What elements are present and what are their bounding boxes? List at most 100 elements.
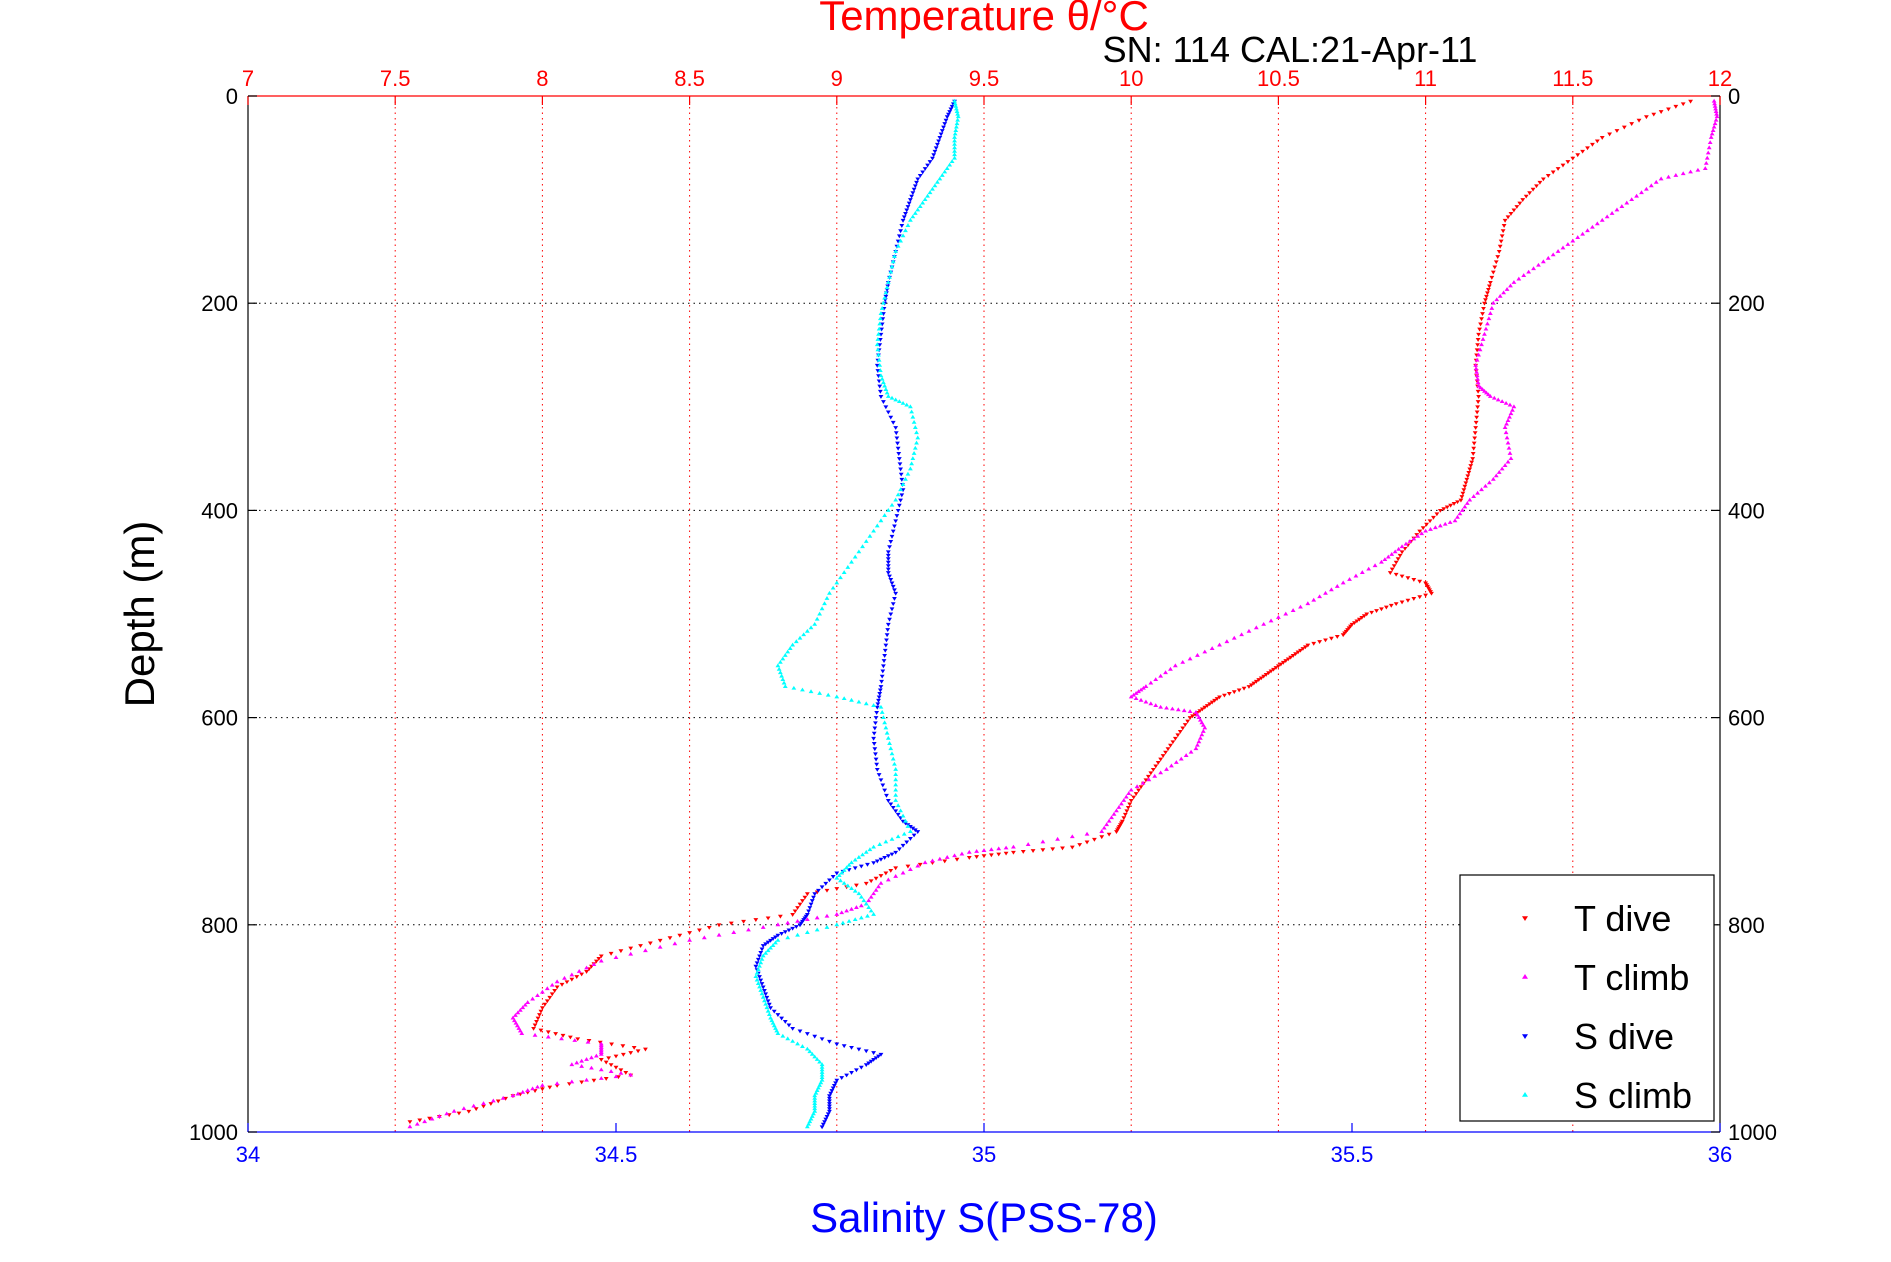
data-point bbox=[759, 956, 765, 961]
data-point bbox=[952, 141, 957, 146]
data-point bbox=[1475, 389, 1481, 394]
data-point bbox=[1474, 369, 1480, 374]
data-point bbox=[833, 1081, 838, 1086]
data-point bbox=[895, 834, 901, 839]
data-point bbox=[893, 809, 899, 814]
data-point bbox=[1354, 619, 1360, 624]
data-point bbox=[1711, 98, 1717, 103]
data-point bbox=[1708, 135, 1714, 139]
data-point bbox=[579, 1063, 585, 1068]
data-point bbox=[1084, 831, 1090, 836]
data-point bbox=[760, 924, 766, 929]
data-point bbox=[881, 400, 886, 405]
data-point bbox=[939, 173, 945, 177]
data-point bbox=[763, 942, 769, 947]
data-point bbox=[1158, 770, 1164, 775]
data-point bbox=[535, 1084, 540, 1089]
data-point bbox=[901, 215, 907, 220]
data-point bbox=[1710, 128, 1716, 132]
data-point bbox=[1476, 352, 1481, 357]
data-point bbox=[849, 559, 854, 564]
data-point bbox=[1389, 567, 1395, 572]
data-point bbox=[952, 131, 958, 136]
data-point bbox=[779, 1016, 784, 1021]
data-point bbox=[515, 1091, 521, 1096]
data-point bbox=[1482, 301, 1487, 306]
data-point bbox=[880, 669, 886, 674]
data-point bbox=[797, 1029, 803, 1034]
data-point bbox=[623, 1070, 629, 1075]
data-point bbox=[1207, 702, 1213, 707]
data-point bbox=[881, 659, 887, 664]
data-point bbox=[893, 792, 899, 797]
data-point bbox=[881, 380, 886, 385]
data-point bbox=[900, 218, 906, 223]
data-point bbox=[807, 1049, 813, 1054]
data-point bbox=[603, 1077, 609, 1081]
data-point bbox=[427, 1116, 432, 1121]
data-point bbox=[899, 224, 905, 228]
data-point bbox=[876, 374, 881, 379]
data-point bbox=[754, 970, 760, 975]
data-point bbox=[1305, 643, 1311, 648]
data-point bbox=[882, 654, 888, 658]
data-point bbox=[1266, 671, 1271, 676]
data-point bbox=[1114, 830, 1119, 834]
data-point bbox=[817, 1059, 823, 1064]
data-point bbox=[903, 211, 908, 216]
data-point bbox=[1214, 697, 1220, 702]
data-point bbox=[701, 935, 707, 940]
data-point bbox=[1504, 435, 1510, 440]
data-point bbox=[947, 110, 953, 114]
data-point bbox=[841, 880, 847, 885]
tick-label-left: 1000 bbox=[189, 1120, 238, 1145]
data-point bbox=[876, 773, 882, 777]
data-point bbox=[955, 114, 961, 119]
data-point bbox=[885, 735, 891, 740]
data-point bbox=[1140, 780, 1146, 785]
data-point bbox=[865, 913, 870, 918]
data-point bbox=[1499, 399, 1505, 404]
data-point bbox=[1003, 845, 1009, 850]
data-point bbox=[809, 899, 815, 904]
data-point bbox=[1461, 488, 1467, 493]
data-point bbox=[1580, 231, 1586, 236]
data-point bbox=[812, 1093, 818, 1098]
data-point bbox=[525, 1000, 531, 1004]
data-point bbox=[896, 451, 902, 456]
data-point bbox=[1084, 840, 1090, 845]
data-point bbox=[889, 852, 895, 857]
data-point bbox=[887, 617, 892, 622]
data-point bbox=[941, 125, 946, 130]
data-point bbox=[900, 843, 906, 848]
data-point bbox=[823, 1117, 829, 1122]
data-point bbox=[937, 176, 943, 181]
data-point bbox=[1444, 505, 1450, 510]
data-point bbox=[885, 508, 891, 512]
data-point bbox=[885, 394, 891, 398]
data-point bbox=[885, 557, 891, 562]
data-point bbox=[877, 842, 883, 846]
data-point bbox=[824, 596, 830, 600]
data-point bbox=[912, 445, 918, 450]
data-point bbox=[854, 883, 859, 888]
data-point bbox=[1128, 787, 1134, 792]
data-point bbox=[1479, 487, 1484, 492]
data-point bbox=[1136, 788, 1141, 793]
data-point bbox=[893, 591, 899, 596]
data-point bbox=[554, 985, 560, 990]
data-point bbox=[1585, 228, 1590, 233]
data-point bbox=[876, 698, 881, 703]
data-point bbox=[1175, 707, 1181, 712]
data-point bbox=[1011, 844, 1016, 849]
data-point bbox=[872, 747, 878, 752]
data-point bbox=[814, 616, 820, 621]
data-point bbox=[1504, 421, 1509, 426]
data-point bbox=[1474, 415, 1480, 420]
data-point bbox=[844, 865, 850, 870]
data-point bbox=[1653, 179, 1659, 184]
data-point bbox=[1527, 191, 1533, 196]
data-point bbox=[1175, 733, 1181, 738]
data-point bbox=[1138, 697, 1144, 702]
data-point bbox=[1389, 552, 1395, 556]
